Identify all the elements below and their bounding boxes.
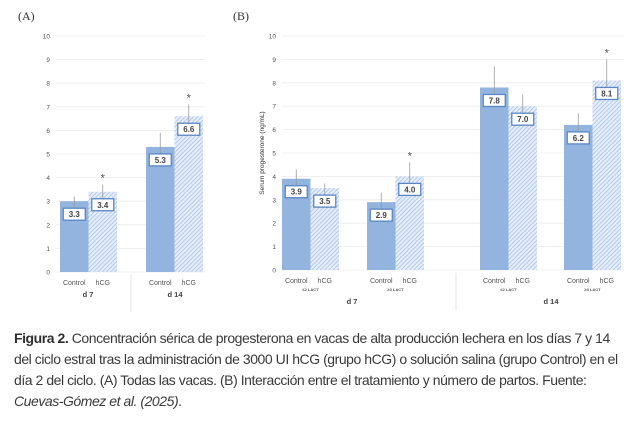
y-tick-label: 4 (272, 174, 276, 181)
data-label-box (595, 86, 619, 101)
figure-charts: (A)0123456789103.3Control*3.4hCG5.3Contr… (18, 9, 624, 312)
category-label: hCG (403, 278, 417, 285)
day-label: d 14 (543, 297, 559, 306)
bar-hcg (508, 106, 537, 270)
category-label: hCG (516, 278, 530, 285)
y-tick-label: 6 (46, 128, 50, 135)
lactation-label: ≤2 LACT (500, 287, 517, 292)
lactation-label: ≥3 LACT (584, 287, 601, 292)
caption-label: Figura 2. (14, 330, 69, 346)
data-label: 3.4 (97, 201, 109, 210)
category-label: hCG (96, 280, 110, 287)
category-label: Control (63, 280, 86, 287)
panel-b-chart: (B) 0 1 2 3 4 5 6 7 8 9 10 Serum progesterone (ng/mL… (233, 9, 624, 310)
category-label: Control (149, 280, 172, 287)
y-tick-label: 5 (46, 152, 50, 159)
data-label: 7.8 (489, 96, 501, 105)
y-tick-label: 9 (46, 57, 50, 64)
category-label: Control (370, 278, 393, 285)
y-tick-label: 1 (46, 246, 50, 253)
data-label-box (369, 208, 393, 222)
data-label: 3.5 (319, 197, 331, 206)
data-label-box (148, 153, 172, 167)
y-tick-label: 6 (272, 127, 276, 134)
bar-control (480, 87, 509, 270)
significance-star: * (605, 47, 610, 59)
caption-source: Cuevas-Gómez et al. (2025) (14, 393, 179, 409)
data-label-box (398, 182, 422, 197)
bar-control (146, 146, 175, 272)
panel-label: (B) (233, 9, 249, 23)
y-tick-label: 7 (46, 104, 50, 111)
y-tick-label: 2 (46, 222, 50, 229)
y-tick-label: 8 (272, 80, 276, 87)
data-label-box (313, 194, 337, 208)
category-label: Control (483, 278, 506, 285)
bar-hcg (174, 116, 203, 273)
lactation-label: ≤2 LACT (302, 287, 319, 292)
category-label: hCG (318, 278, 332, 285)
bar-control (564, 124, 593, 270)
y-tick-label: 3 (272, 197, 276, 204)
data-label-box (566, 131, 590, 145)
data-label: 6.6 (183, 125, 195, 134)
bar-hcg (592, 80, 621, 271)
y-tick-label: 7 (272, 104, 276, 111)
category-label: hCG (182, 280, 196, 287)
y-axis-label: Serum progesterone (ng/mL) (259, 111, 266, 194)
figure-caption: Figura 2. Concentración sérica de proges… (14, 328, 624, 412)
data-label-box (177, 122, 201, 136)
category-label: hCG (600, 278, 614, 285)
y-tick-label: 3 (46, 199, 50, 206)
data-label: 4.0 (404, 185, 416, 194)
day-label: d 7 (347, 297, 358, 306)
data-label: 5.3 (155, 156, 167, 165)
data-label: 6.2 (573, 134, 585, 143)
data-label: 2.9 (376, 211, 388, 220)
data-label-box (511, 112, 535, 126)
data-label-box (62, 207, 86, 221)
data-label: 3.9 (291, 188, 303, 197)
day-label: d 14 (167, 290, 183, 299)
significance-star: * (408, 150, 413, 162)
data-label: 7.0 (517, 115, 529, 124)
y-tick-label: 1 (272, 244, 276, 251)
data-label-box (91, 198, 115, 212)
category-label: Control (567, 278, 590, 285)
y-tick-label: 10 (43, 34, 51, 41)
panel-a-chart: (A) 0 1 2 3 4 5 6 7 8 9 10 3.3 Control * 3.4 hCG 5.3 Contr… (18, 9, 205, 312)
y-tick-label: 2 (272, 221, 276, 228)
caption-end: . (178, 393, 182, 409)
y-tick-label: 4 (46, 175, 50, 182)
y-tick-label: 9 (272, 57, 276, 64)
lactation-label: ≥3 LACT (387, 287, 404, 292)
day-label: d 7 (83, 290, 94, 299)
y-tick-label: 5 (272, 151, 276, 158)
panel-label: (A) (18, 9, 35, 23)
y-tick-label: 0 (272, 268, 276, 275)
category-label: Control (285, 278, 308, 285)
caption-text: Concentración sérica de progesterona en … (14, 330, 618, 388)
y-tick-label: 8 (46, 81, 50, 88)
data-label: 3.3 (69, 210, 81, 219)
data-label-box (284, 185, 308, 199)
y-tick-label: 10 (269, 34, 277, 41)
y-tick-label: 0 (46, 270, 50, 277)
significance-star: * (187, 92, 192, 104)
data-label: 8.1 (601, 89, 613, 98)
data-label-box (482, 93, 506, 108)
significance-star: * (101, 173, 106, 185)
